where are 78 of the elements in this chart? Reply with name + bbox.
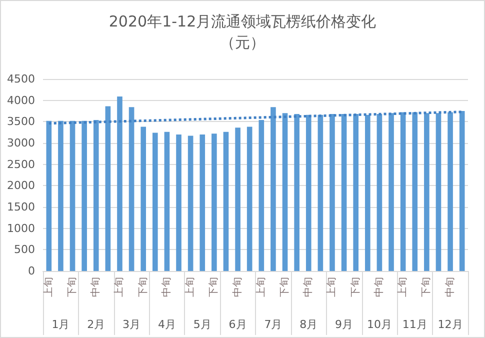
chart-subtitle: （元） <box>220 34 265 52</box>
bar <box>117 96 122 271</box>
bar <box>82 120 87 271</box>
bar <box>306 114 312 271</box>
text: 2月 <box>87 318 106 331</box>
y-tick-label: 4000 <box>7 94 35 107</box>
bar <box>140 126 146 271</box>
text: 7月 <box>264 318 282 331</box>
bar <box>436 113 442 271</box>
bar <box>400 112 406 271</box>
x-tick-label: 上旬 <box>184 277 196 297</box>
x-tick-label: 下旬 <box>66 277 78 297</box>
text: 11月 <box>402 318 428 331</box>
bar <box>318 114 324 271</box>
x-tick-label: 中旬 <box>90 277 102 297</box>
x-tick-label: 上旬 <box>42 277 54 297</box>
y-tick-label: 1000 <box>7 222 35 235</box>
x-tick-label: 下旬 <box>136 277 149 297</box>
bar <box>128 107 134 271</box>
bar <box>176 134 182 271</box>
x-tick-label: 下旬 <box>278 277 291 297</box>
x-tick-label: 上旬 <box>113 277 126 297</box>
x-tick-label: 中旬 <box>160 277 172 297</box>
bar <box>235 128 240 271</box>
bar <box>58 120 64 271</box>
bar <box>212 134 217 271</box>
bar <box>93 120 99 271</box>
text: 8月 <box>300 318 318 331</box>
text: 9月 <box>335 318 354 331</box>
y-tick-label: 3000 <box>7 136 35 150</box>
text: 5月 <box>193 318 212 331</box>
x-tick-label: 中旬 <box>302 277 314 297</box>
x-tick-label: 中旬 <box>231 277 244 297</box>
bar <box>105 106 111 271</box>
y-tick-label: 3500 <box>7 115 35 128</box>
text: 1月 <box>52 318 70 331</box>
x-tick-label: 上旬 <box>396 277 409 297</box>
bar <box>364 114 370 271</box>
bar <box>412 112 418 271</box>
bar <box>376 114 382 271</box>
x-tick-label: 上旬 <box>254 277 267 297</box>
x-tick-label: 下旬 <box>420 277 432 297</box>
x-tick-label: 下旬 <box>208 277 220 297</box>
bar <box>152 132 158 271</box>
bar <box>270 107 276 271</box>
y-tick-label: 2000 <box>7 179 35 192</box>
text: 3月 <box>122 318 141 331</box>
y-tick-label: 2500 <box>7 158 35 171</box>
x-tick-label: 上旬 <box>326 277 338 297</box>
bar <box>353 114 359 271</box>
y-tick-label: 500 <box>14 243 35 256</box>
bar <box>459 111 465 271</box>
bar <box>258 120 264 271</box>
bar <box>341 114 347 271</box>
bar <box>246 126 252 271</box>
y-tick-label: 0 <box>28 264 35 278</box>
bar <box>188 136 194 271</box>
chart-title: 2020年1-12月流通领域瓦楞纸价格变化 <box>108 12 376 30</box>
text: 12月 <box>438 318 463 331</box>
bar <box>448 112 453 271</box>
bar <box>294 114 300 271</box>
bar <box>46 120 52 271</box>
bar <box>200 134 206 271</box>
bar <box>330 114 335 271</box>
bar <box>388 113 394 271</box>
y-tick-label: 1500 <box>7 200 35 214</box>
text: 6月 <box>228 318 247 331</box>
text: 4月 <box>158 318 176 331</box>
x-tick-label: 中旬 <box>372 277 385 297</box>
bar <box>424 113 430 271</box>
text: 10月 <box>366 318 392 331</box>
x-tick-label: 下旬 <box>349 277 362 297</box>
y-tick-label: 4500 <box>7 72 35 86</box>
bar <box>164 132 170 271</box>
bar <box>282 113 288 271</box>
bar <box>223 132 229 271</box>
bar <box>70 120 76 271</box>
x-tick-label: 中旬 <box>444 277 456 297</box>
